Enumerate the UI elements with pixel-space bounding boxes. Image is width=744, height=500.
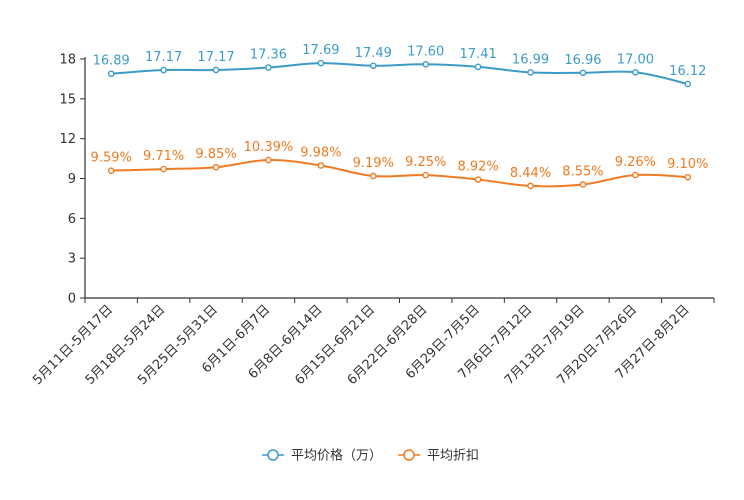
data-point — [212, 163, 220, 171]
data-point — [107, 70, 115, 78]
data-label: 16.99 — [512, 52, 549, 67]
data-point — [317, 162, 325, 169]
data-point — [422, 61, 430, 68]
data-label: 10.39% — [244, 140, 294, 155]
data-point — [317, 59, 325, 67]
series-0 — [107, 59, 692, 88]
data-point — [527, 182, 534, 190]
data-point — [265, 64, 272, 71]
legend-marker-icon — [267, 449, 279, 461]
data-label: 17.69 — [302, 43, 339, 58]
y-tick-label: 0 — [68, 292, 76, 307]
data-point — [632, 171, 639, 179]
legend-item-0[interactable]: 平均价格（万） — [262, 448, 382, 464]
data-labels: 16.89 17.17 17.17 17.36 17.69 17.49 17.60 17.41… — [91, 43, 709, 181]
data-label: 17.49 — [355, 46, 392, 61]
data-label: 17.36 — [250, 47, 287, 62]
data-point — [684, 173, 692, 181]
data-label: 9.71% — [143, 149, 184, 164]
data-point — [265, 156, 272, 164]
data-point — [579, 181, 587, 188]
legend[interactable]: 平均价格（万） 平均折扣 — [262, 448, 479, 464]
data-label: 9.59% — [91, 151, 132, 166]
data-label: 17.41 — [460, 47, 497, 62]
series-group — [107, 59, 692, 190]
data-point — [160, 165, 167, 173]
data-point — [212, 66, 220, 74]
legend-item-1[interactable]: 平均折扣 — [398, 449, 479, 464]
legend-marker-icon — [403, 449, 415, 461]
data-point — [107, 167, 115, 174]
data-label: 16.96 — [564, 53, 601, 68]
series-line-1 — [111, 159, 688, 188]
series-1 — [107, 156, 692, 190]
data-point — [474, 176, 482, 183]
data-label: 9.10% — [667, 157, 708, 172]
data-point — [422, 171, 430, 179]
data-point — [527, 69, 534, 76]
data-label: 17.60 — [407, 44, 444, 59]
y-tick-label: 3 — [68, 252, 76, 267]
data-label: 8.92% — [457, 160, 498, 175]
data-label: 17.17 — [197, 50, 234, 65]
data-point — [369, 172, 377, 180]
data-point — [160, 66, 167, 74]
data-label: 9.19% — [353, 156, 394, 171]
data-label: 16.12 — [669, 64, 706, 79]
data-label: 16.89 — [93, 54, 130, 69]
legend-label: 平均价格（万） — [291, 448, 382, 464]
y-tick-label: 9 — [68, 172, 76, 187]
legend-label: 平均折扣 — [427, 449, 479, 464]
y-tick-label: 15 — [59, 92, 76, 107]
series-line-0 — [111, 62, 689, 85]
data-label: 9.26% — [615, 155, 656, 170]
data-label: 8.44% — [510, 166, 551, 181]
data-label: 8.55% — [562, 164, 603, 179]
data-point — [474, 63, 482, 71]
axes: 03691215185月11日-5月17日5月18日-5月24日5月25日-5月… — [30, 53, 715, 388]
data-point — [579, 69, 587, 77]
data-point — [632, 68, 639, 76]
data-label: 9.25% — [405, 155, 446, 170]
data-label: 17.00 — [617, 52, 654, 67]
y-tick-label: 18 — [59, 53, 76, 68]
data-label: 9.98% — [300, 145, 341, 160]
y-tick-label: 12 — [59, 132, 76, 147]
data-label: 9.85% — [195, 147, 236, 162]
data-point — [684, 80, 692, 88]
data-label: 17.17 — [145, 50, 182, 65]
y-tick-label: 6 — [68, 212, 76, 227]
data-point — [369, 62, 377, 70]
